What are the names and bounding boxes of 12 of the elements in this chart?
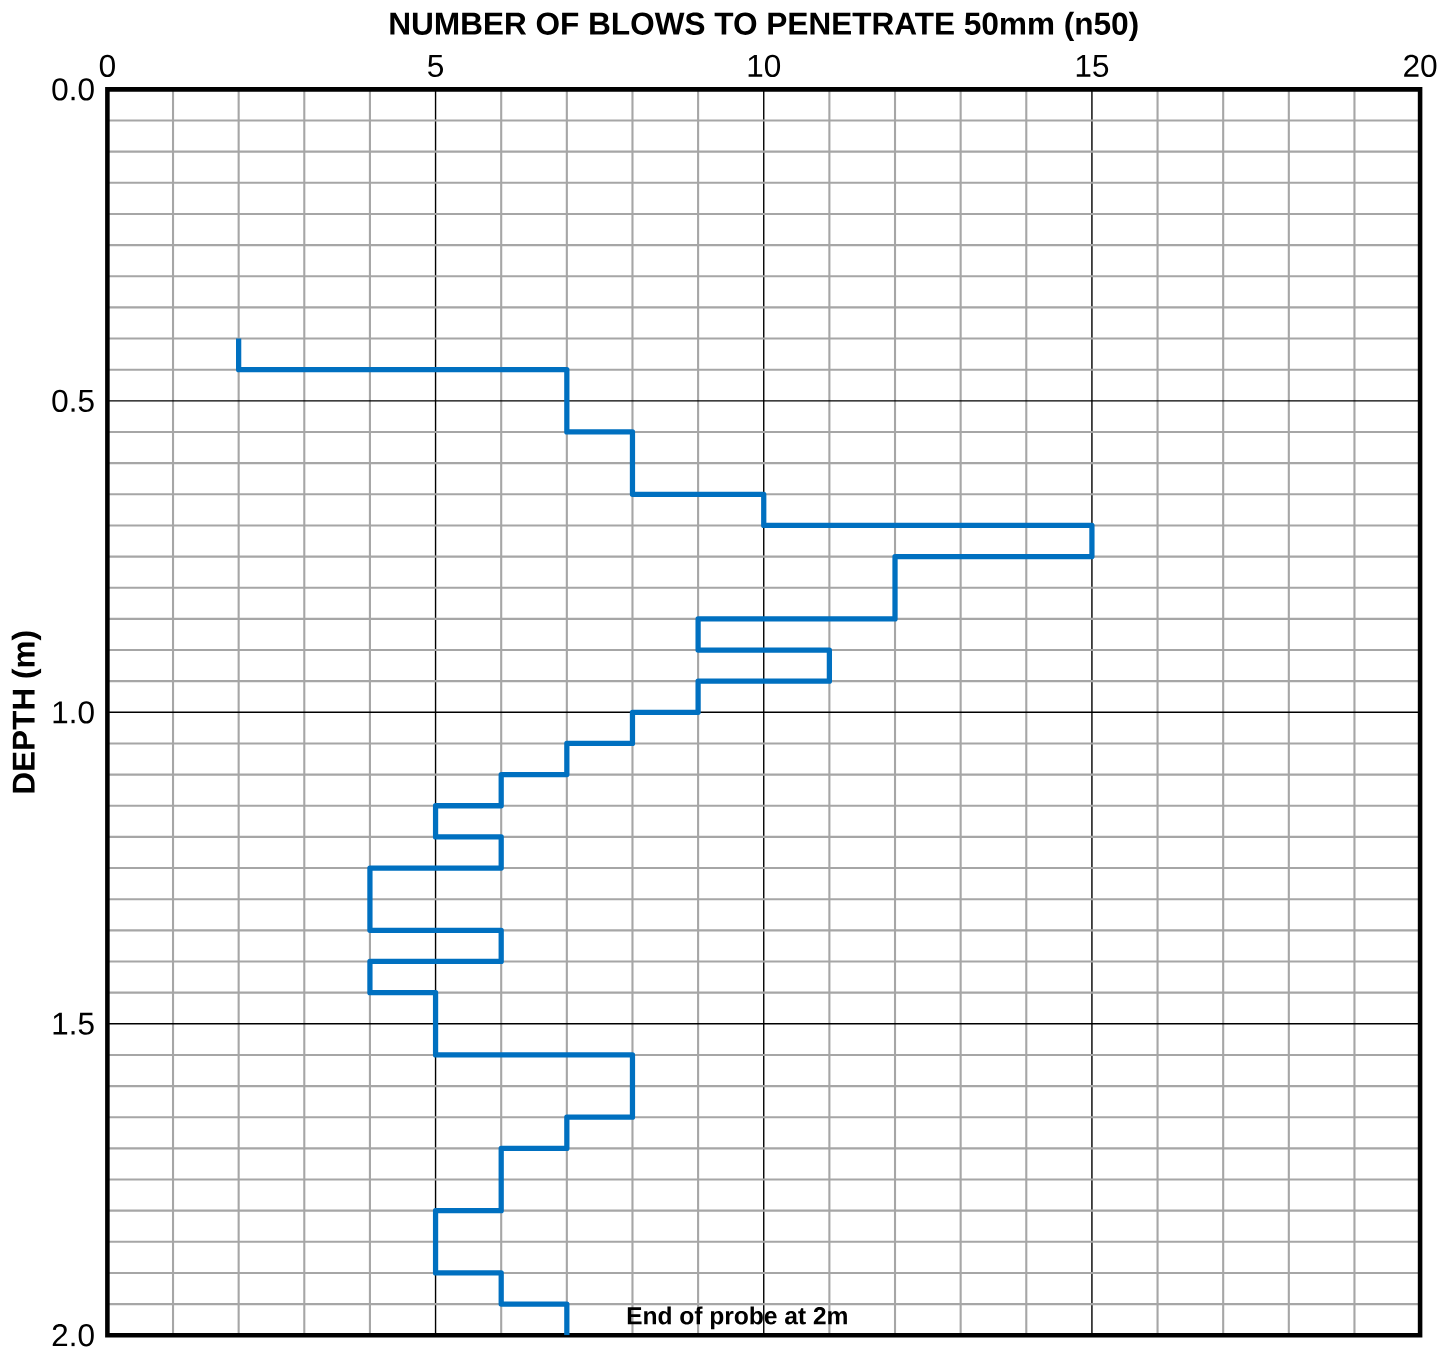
x-tick-label: 10 xyxy=(748,54,781,77)
y-tick-label: 2.0 xyxy=(52,1324,94,1347)
x-tick-label: 5 xyxy=(428,54,444,77)
x-axis-title: NUMBER OF BLOWS TO PENETRATE 50mm (n50) xyxy=(390,11,1138,42)
x-tick-label: 15 xyxy=(1076,54,1109,77)
y-tick-label: 0.5 xyxy=(52,389,94,412)
x-tick-label: 0 xyxy=(99,54,115,77)
y-tick-label: 1.0 xyxy=(53,701,94,724)
y-tick-label: 1.5 xyxy=(53,1012,94,1035)
y-tick-label: 0.0 xyxy=(52,78,94,101)
y-axis-title: DEPTH (m) xyxy=(11,631,42,793)
x-tick-label: 20 xyxy=(1404,54,1437,77)
